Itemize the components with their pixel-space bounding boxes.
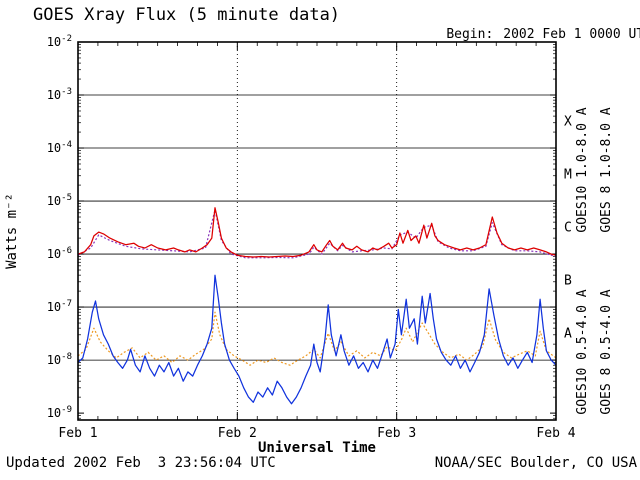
chart-generated-layer: Feb 1 Feb 2 Feb 3 Feb 4 10-2 10-3 10-4 10-5 10-6… bbox=[47, 34, 576, 441]
y-tick-label: 10-7 bbox=[47, 299, 72, 314]
series-goes-8-0.5-4.0-a bbox=[78, 274, 556, 405]
y-tick-label: 10-5 bbox=[47, 193, 72, 208]
begin-label: Begin: bbox=[446, 27, 494, 42]
series-goes10-1.0-8.0-a bbox=[78, 209, 556, 259]
flare-class-B: B bbox=[564, 274, 572, 289]
y-tick-label: 10-8 bbox=[47, 352, 72, 367]
flare-class-A: A bbox=[564, 327, 572, 342]
begin-line: Begin: 2002 Feb 1 0000 UTC bbox=[415, 12, 640, 57]
legend-goes10-long: GOES10 1.0-8.0 A bbox=[575, 107, 590, 232]
series-layer bbox=[78, 207, 556, 405]
data-source: NOAA/SEC Boulder, CO USA bbox=[434, 455, 637, 471]
updated-timestamp: Updated 2002 Feb 3 23:56:04 UTC bbox=[6, 455, 276, 471]
series-goes10-0.5-4.0-a bbox=[78, 311, 556, 366]
y-axis-label: Watts m⁻² bbox=[4, 193, 20, 269]
legend-goes8-short: GOES 8 0.5-4.0 A bbox=[599, 289, 614, 414]
series-goes-8-1.0-8.0-a bbox=[78, 207, 556, 258]
plot-border bbox=[77, 41, 557, 421]
y-tick-label: 10-3 bbox=[47, 87, 72, 102]
x-tick-label: Feb 2 bbox=[218, 426, 257, 441]
flare-class-M: M bbox=[564, 168, 572, 183]
x-axis-label: Universal Time bbox=[258, 440, 376, 456]
legend-goes8-long: GOES 8 1.0-8.0 A bbox=[599, 107, 614, 232]
legend-goes10-short: GOES10 0.5-4.0 A bbox=[575, 289, 590, 414]
y-tick-label: 10-2 bbox=[47, 34, 72, 49]
y-tick-label: 10-4 bbox=[47, 140, 72, 155]
begin-value: 2002 Feb 1 0000 UTC bbox=[503, 27, 640, 42]
x-tick-label: Feb 1 bbox=[58, 426, 97, 441]
y-tick-label: 10-6 bbox=[47, 246, 72, 261]
x-tick-label: Feb 3 bbox=[377, 426, 416, 441]
flare-class-C: C bbox=[564, 221, 572, 236]
page-title: GOES Xray Flux (5 minute data) bbox=[33, 5, 341, 25]
flare-class-X: X bbox=[564, 115, 572, 130]
x-tick-label: Feb 4 bbox=[536, 426, 575, 441]
y-tick-label: 10-9 bbox=[47, 405, 72, 420]
